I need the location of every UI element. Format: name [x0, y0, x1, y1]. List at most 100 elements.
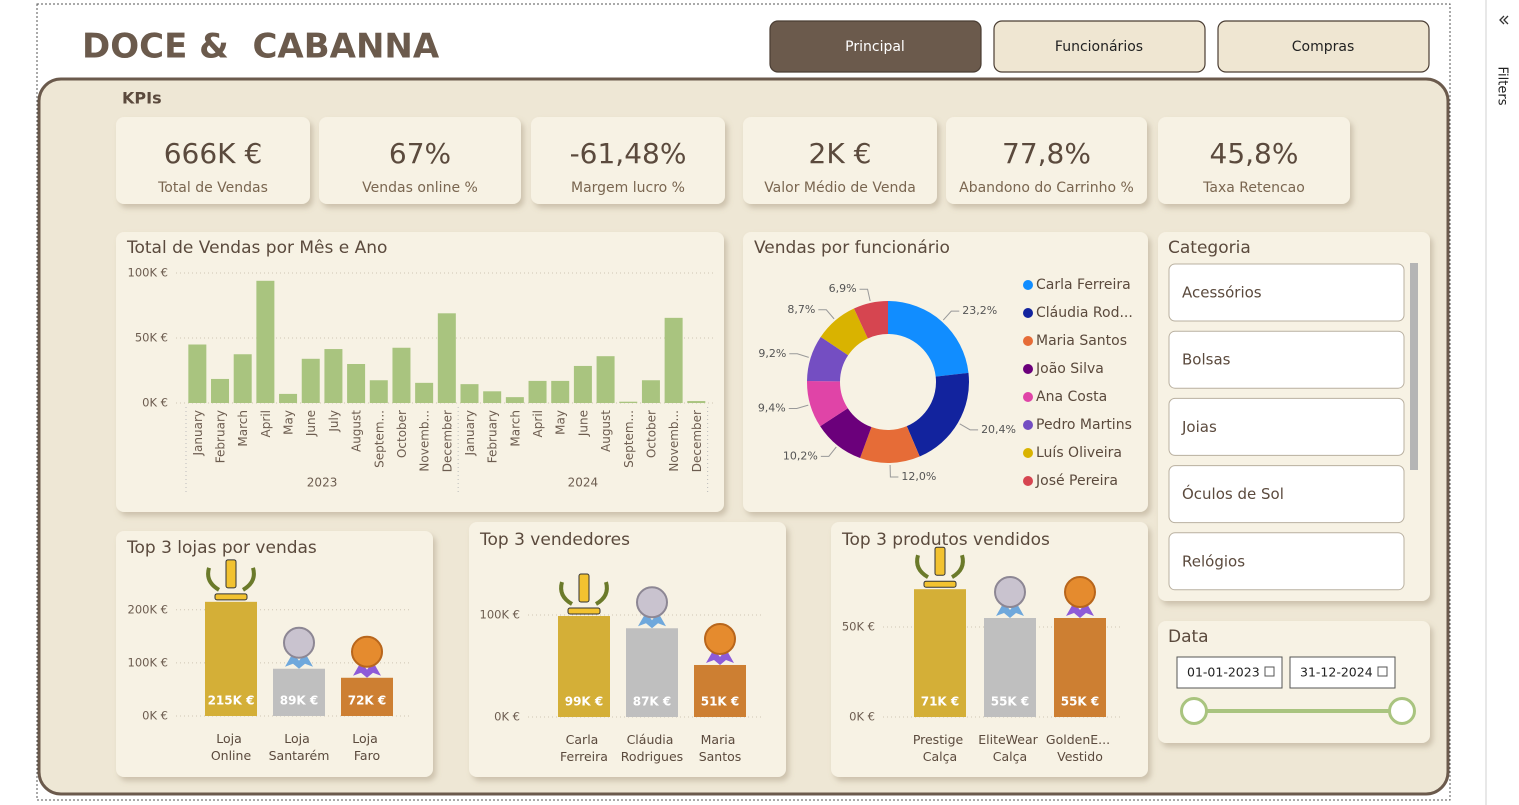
range-handle[interactable] [1388, 697, 1416, 725]
bar [596, 356, 615, 403]
nav-button-label[interactable]: Funcionários [1055, 39, 1143, 55]
nav-button[interactable] [769, 20, 982, 73]
collapse-icon[interactable] [1499, 15, 1505, 25]
leader-line [959, 423, 979, 431]
x-tick-label: GoldenE... Vestido [1046, 732, 1114, 764]
y-tick-label: 100K € [480, 608, 520, 622]
bar [437, 313, 456, 403]
card [531, 117, 725, 204]
slicer-item-label[interactable]: Relógios [1182, 552, 1245, 570]
leader-line [859, 288, 871, 302]
slicer-item[interactable] [1168, 263, 1405, 322]
slicer-item[interactable] [1168, 465, 1405, 524]
x-tick-label: Maria Santos [699, 732, 742, 764]
donut-slice [906, 372, 970, 457]
bar [460, 384, 479, 403]
filters-pane-label[interactable]: Filters [1495, 67, 1510, 106]
legend-marker[interactable] [1023, 336, 1033, 346]
collapse-icon[interactable] [1503, 15, 1509, 25]
legend-label[interactable]: Carla Ferreira [1036, 277, 1131, 293]
bar [483, 391, 502, 403]
data-label: 12,0% [901, 470, 936, 483]
donut-slice [860, 426, 920, 464]
kpi-label: Total de Vendas [157, 180, 268, 196]
medal-icon [225, 559, 237, 589]
bar [984, 618, 1036, 717]
slicer-item[interactable] [1168, 330, 1405, 389]
medal-icon [578, 573, 590, 603]
bar [505, 397, 524, 403]
data-label: 6,9% [829, 282, 857, 295]
y-tick-label: 100K € [128, 655, 168, 669]
medal-icon [1064, 576, 1096, 608]
legend-marker[interactable] [1023, 308, 1033, 318]
data-label: 51K € [701, 695, 740, 709]
medal-icon [915, 554, 965, 579]
bar [1054, 618, 1106, 717]
canvas-border [36, 3, 1451, 801]
legend-marker[interactable] [1023, 476, 1033, 486]
x-tick-label: Loja Faro [352, 731, 382, 763]
slicer-item[interactable] [1168, 397, 1405, 456]
legend-label[interactable]: Maria Santos [1036, 333, 1127, 349]
card [743, 117, 937, 204]
legend-label[interactable]: Cláudia Rod... [1036, 305, 1133, 321]
slicer-item-label[interactable]: Óculos de Sol [1182, 484, 1284, 503]
x-tick-label: Prestige Calça [913, 732, 967, 764]
slicer-item-label[interactable]: Acessórios [1182, 284, 1262, 302]
card [319, 117, 521, 204]
nav-button[interactable] [1217, 20, 1430, 73]
x-tick-label: December [440, 410, 454, 472]
slicer-title: Data [1168, 627, 1209, 647]
range-handle[interactable] [1180, 697, 1208, 725]
x-tick-label: Cláudia Rodrigues [621, 732, 683, 764]
card [116, 117, 310, 204]
nav-button[interactable] [993, 20, 1206, 73]
x-tick-label: Loja Santarém [269, 731, 330, 763]
legend-marker[interactable] [1023, 448, 1033, 458]
legend-marker[interactable] [1023, 364, 1033, 374]
legend-marker[interactable] [1023, 280, 1033, 290]
leader-line [818, 309, 835, 320]
slicer-item-label[interactable]: Joias [1181, 418, 1217, 436]
x-tick-label: August [350, 410, 364, 452]
legend-label[interactable]: Ana Costa [1036, 389, 1107, 405]
legend-marker[interactable] [1023, 392, 1033, 402]
data-label: 215K € [208, 694, 255, 708]
y-tick-label: 0K € [142, 396, 168, 410]
legend-label[interactable]: Luís Oliveira [1036, 445, 1122, 461]
data-label: 8,7% [787, 303, 815, 316]
x-tick-label: June [576, 410, 590, 437]
y-tick-label: 0K € [494, 710, 520, 724]
nav-button-label[interactable]: Compras [1292, 39, 1355, 55]
medal-icon [351, 635, 383, 668]
legend-label[interactable]: José Pereira [1035, 473, 1118, 489]
bar [415, 382, 434, 403]
slicer-item[interactable] [1168, 532, 1405, 591]
x-tick-label: Loja Online [211, 731, 252, 763]
x-tick-label: Septem... [622, 410, 636, 468]
card [1158, 117, 1350, 204]
legend-label[interactable]: João Silva [1035, 361, 1104, 377]
donut-slice [807, 380, 848, 427]
y-tick-label: 50K € [135, 331, 168, 345]
donut-slice [888, 301, 969, 377]
legend-marker[interactable] [1023, 420, 1033, 430]
chart-title: Vendas por funcionário [754, 238, 950, 258]
date-input-value[interactable]: 31-12-2024 [1300, 665, 1373, 680]
medal-icon [934, 546, 946, 576]
legend-label[interactable]: Pedro Martins [1036, 417, 1132, 433]
date-input-value[interactable]: 01-01-2023 [1187, 665, 1260, 680]
data-label: 55K € [1061, 695, 1100, 709]
nav-button-label[interactable]: Principal [845, 39, 905, 55]
medal-icon [636, 586, 668, 619]
x-tick-label: December [690, 410, 704, 472]
leader-line [788, 404, 809, 410]
data-label: 89K € [280, 694, 319, 708]
x-tick-label: March [236, 410, 250, 447]
card [116, 531, 433, 777]
x-tick-label: February [214, 410, 228, 463]
slicer-item-label[interactable]: Bolsas [1182, 351, 1231, 369]
scrollbar[interactable] [1410, 263, 1418, 470]
